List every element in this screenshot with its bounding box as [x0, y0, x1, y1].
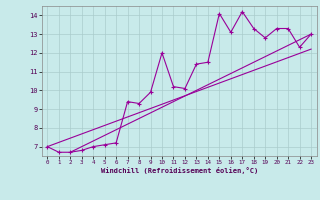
X-axis label: Windchill (Refroidissement éolien,°C): Windchill (Refroidissement éolien,°C) [100, 167, 258, 174]
